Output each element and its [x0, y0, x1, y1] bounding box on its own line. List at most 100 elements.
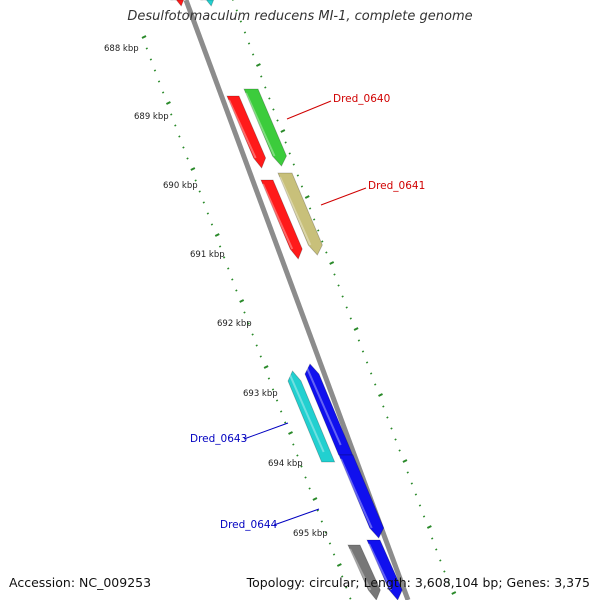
gene-label-dred-0640[interactable]: Dred_0640 [333, 93, 390, 105]
outer-track-dot [369, 372, 373, 375]
outer-track-dot [276, 119, 279, 122]
inner-track-dot [194, 179, 197, 182]
inner-track-dot [165, 101, 171, 105]
inner-track-dot [243, 311, 246, 314]
outer-track-dot [333, 273, 336, 276]
gene-arrow-cyan[interactable] [200, 0, 215, 7]
inner-track-dot [222, 256, 226, 259]
gene-arrow-dred-0641-left[interactable] [260, 179, 303, 260]
inner-track-dot [332, 553, 336, 556]
inner-track-dot [170, 113, 173, 116]
inner-track-dot [316, 509, 319, 512]
genome-title: Desulfotomaculum reducens MI-1, complete… [127, 9, 473, 24]
gene-arrow-dred-0640-left[interactable] [226, 95, 267, 169]
outer-track-dot [243, 31, 247, 34]
outer-track-dot [264, 86, 267, 89]
inner-track-dot [259, 355, 262, 358]
outer-track-dot [447, 581, 450, 584]
inner-track-dot [247, 322, 250, 325]
inner-track-dot [190, 167, 196, 171]
inner-track-dot [186, 157, 189, 160]
outer-track-dot [292, 163, 295, 166]
outer-track-dot [439, 559, 442, 562]
inner-track-dot [153, 69, 157, 72]
inner-track-dot [312, 497, 318, 501]
outer-track-dot [304, 195, 310, 199]
inner-track-dot [218, 245, 222, 248]
inner-track-dot [174, 124, 177, 127]
inner-track-dot [320, 520, 324, 523]
inner-track-dot [336, 563, 342, 567]
outer-track-dot [341, 295, 344, 298]
gene-arrow-dred-0640[interactable] [243, 88, 287, 167]
inner-track-dot [149, 58, 153, 61]
gene-highlight [306, 367, 342, 446]
inner-track-dot [304, 476, 307, 479]
outer-track-dot [390, 427, 393, 430]
inner-track-dot [231, 278, 234, 281]
inner-track-dot [292, 443, 295, 446]
outer-track-dot [272, 108, 275, 111]
callout-line [320, 187, 367, 206]
outer-track-dot [317, 229, 320, 232]
gene-callouts: Dred_0640 Dred_0641 Dred_0643 Dred_0644 [190, 93, 425, 531]
scale-tick-labels: 688 kbp 689 kbp 690 kbp 691 kbp 692 kbp … [104, 44, 328, 539]
inner-track-dot [227, 267, 230, 270]
outer-track-dot [406, 471, 409, 474]
gene-highlight [368, 543, 393, 591]
gene-highlight [245, 92, 276, 157]
gene-arrow-dred-0644[interactable] [338, 454, 385, 539]
tick-label: 691 kbp [190, 250, 225, 260]
outer-track-dot [288, 152, 291, 155]
outer-track-dot [349, 317, 352, 320]
inner-track-dot [279, 410, 283, 413]
outer-track-dot [414, 493, 418, 496]
genome-summary-text: Topology: circular; Length: 3,608,104 bp… [246, 575, 590, 590]
tick-label: 693 kbp [243, 389, 278, 399]
outer-track-dot [430, 537, 434, 540]
outer-track-dot [426, 525, 432, 529]
outer-track-dot [418, 504, 422, 507]
gene-arrow-red[interactable] [170, 0, 185, 7]
outer-track-dot [300, 185, 304, 188]
outer-track-dot [284, 141, 287, 144]
outer-track-dot [443, 570, 446, 573]
gene-label-dred-0641[interactable]: Dred_0641 [368, 180, 425, 192]
outer-track-dot [394, 438, 397, 441]
callout-line [243, 422, 289, 440]
outer-track-dot [378, 393, 383, 397]
outer-track-dot [337, 284, 340, 287]
gene-highlight [289, 374, 325, 453]
inner-track-dot [324, 531, 328, 534]
outer-track-dot [365, 361, 369, 364]
outer-track-dot [251, 53, 255, 56]
inner-track-dot [263, 365, 269, 369]
inner-track-dot [328, 542, 332, 545]
gene-arrow-dred-0643[interactable] [287, 370, 336, 463]
outer-track-dot [325, 251, 328, 254]
inner-track-dot [345, 586, 348, 589]
inner-track-dot [251, 333, 254, 336]
gene-arrow-gray[interactable] [347, 544, 381, 600]
inner-track-dot [284, 421, 287, 424]
outer-track-dot [361, 350, 365, 353]
gene-arrow-dred-0641[interactable] [277, 172, 323, 256]
callout-line [286, 100, 332, 120]
outer-track-dot [422, 515, 426, 518]
inner-track-dot [141, 35, 147, 39]
outer-track-dot [321, 240, 324, 243]
gene-label-dred-0643[interactable]: Dred_0643 [190, 433, 247, 445]
gene-label-dred-0644[interactable]: Dred_0644 [220, 519, 278, 531]
gene-highlight [228, 99, 257, 159]
outer-track-dot [398, 449, 401, 452]
outer-track-dot [260, 75, 263, 78]
outer-track-dot [353, 327, 359, 331]
inner-track-dot [349, 597, 352, 600]
outer-track-dot [268, 97, 271, 100]
outer-track-dot [386, 416, 389, 419]
inner-track-dot [210, 223, 214, 226]
gene-arrow-blue-2[interactable] [366, 539, 403, 600]
accession-text: Accession: NC_009253 [9, 575, 152, 590]
outer-track-dot [374, 383, 377, 386]
